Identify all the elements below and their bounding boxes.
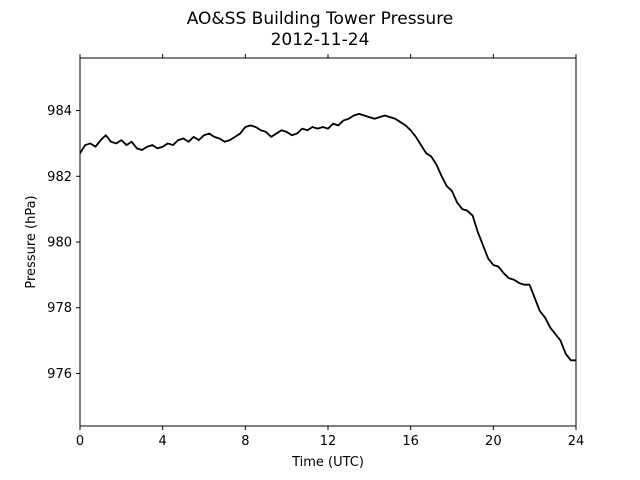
x-tick-label: 20 bbox=[485, 434, 502, 449]
x-axis-label: Time (UTC) bbox=[291, 455, 364, 470]
y-tick-label: 978 bbox=[47, 301, 72, 316]
chart-subtitle: 2012-11-24 bbox=[271, 30, 370, 50]
x-tick-label: 8 bbox=[241, 434, 249, 449]
axis-ticks: 0 4 8 12 16 20 24 976 978 980 982 984 bbox=[47, 54, 584, 449]
x-tick-label: 16 bbox=[402, 434, 419, 449]
y-tick-label: 984 bbox=[47, 104, 72, 119]
x-tick-label: 0 bbox=[76, 434, 84, 449]
x-tick-label: 12 bbox=[320, 434, 337, 449]
plot-area bbox=[79, 112, 576, 362]
plot-frame bbox=[79, 57, 577, 427]
y-tick-label: 982 bbox=[47, 170, 72, 185]
x-tick-label: 24 bbox=[568, 434, 585, 449]
pressure-series-line bbox=[79, 112, 576, 362]
x-tick-label: 4 bbox=[159, 434, 167, 449]
chart-title: AO&SS Building Tower Pressure bbox=[187, 9, 454, 29]
y-tick-label: 976 bbox=[47, 367, 72, 382]
y-axis-label: Pressure (hPa) bbox=[24, 195, 39, 288]
y-tick-label: 980 bbox=[47, 236, 72, 251]
